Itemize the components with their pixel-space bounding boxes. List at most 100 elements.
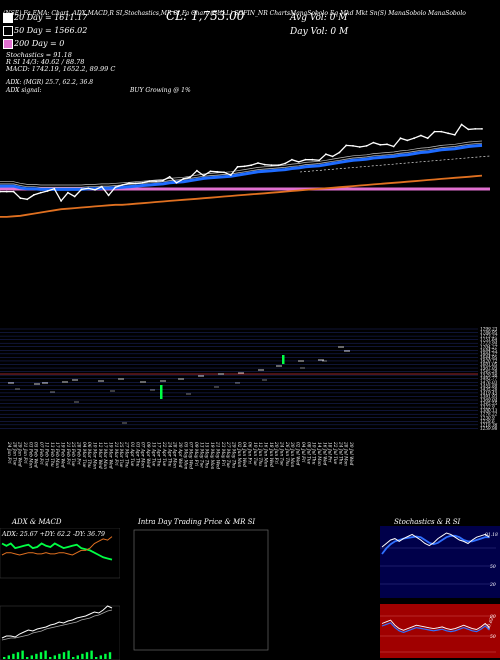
macd-histogram-bar <box>81 653 84 659</box>
stoch-k-line <box>381 532 490 548</box>
date-label: 26 Jun Thu <box>284 441 289 466</box>
price-point <box>243 165 246 168</box>
profile-price-tick: 1322.9 <box>480 405 495 410</box>
date-label: 17 Mar Mon <box>102 442 107 469</box>
price-point <box>168 175 171 178</box>
adx-signal-value: BUY Growing @ 1% <box>130 87 191 94</box>
date-label: 15 May Thu <box>204 442 209 468</box>
price-point <box>399 137 402 140</box>
date-label: 12 Mar Wed <box>97 442 102 469</box>
date-label: 05 Feb Wed <box>33 442 38 468</box>
stoch-rsi-title: Stochastics & R SI <box>394 518 461 526</box>
price-point <box>175 181 178 184</box>
profile-price-tick: 1567.05 <box>480 366 498 371</box>
profile-price-tick: 1345.55 <box>480 401 498 406</box>
ema200-legend-swatch <box>3 39 13 49</box>
profile-price-tick: 1704.27 <box>480 344 498 349</box>
price-point <box>257 162 259 164</box>
price-point <box>325 153 327 156</box>
price-point <box>426 137 429 140</box>
price-point <box>277 164 280 167</box>
price-point <box>141 181 144 184</box>
price-point <box>420 134 422 137</box>
macd-histogram-bar <box>90 650 93 659</box>
price-point <box>107 194 110 197</box>
profile-price-tick: 1601.05 <box>480 362 498 367</box>
date-label: 04 Mar Tue <box>81 442 86 468</box>
ema-orange-line <box>0 174 483 218</box>
date-label: 01 Apr Tue <box>129 442 134 467</box>
adx-minus-di-line <box>1 536 113 556</box>
date-label: 30 Apr Wed <box>177 442 182 468</box>
date-label: 03 Feb Mon <box>27 442 32 468</box>
header-ticker-line: (NSE) Fa EMA: Chart, ADX,MACD,R SI,Stoch… <box>3 10 466 17</box>
profile-price-tick: 1545.28 <box>480 369 498 374</box>
date-label: 17 Feb Mon <box>54 442 59 468</box>
stoch-rsi-panel: 91.18 50 20 80 50 40.62 <box>380 526 500 658</box>
price-point <box>94 189 96 191</box>
price-point <box>196 169 198 172</box>
price-point <box>338 151 341 154</box>
day-volume: Day Vol: 0 M <box>290 27 349 37</box>
avg-volume: Avg Vol: 0 M <box>290 13 348 23</box>
profile-price-tick: 1391.93 <box>480 394 498 399</box>
date-label: 02 Jun Mon <box>236 442 241 467</box>
date-label: 23 May Fri <box>220 441 225 467</box>
price-point <box>440 130 443 133</box>
profile-price-tick: 1620.72 <box>480 358 498 363</box>
adx-macd-panel: ADX: 25.67 +DY: 62.2 -DY: 36.79 <box>0 528 120 660</box>
intraday-frame <box>133 529 269 651</box>
macd-histogram-bar <box>104 653 107 659</box>
date-label: 09 Apr Wed <box>145 442 150 468</box>
price-point <box>39 191 42 194</box>
macd-histogram-bar <box>44 650 47 659</box>
profile-price-tick: 1751.64 <box>480 337 498 342</box>
ema-gray-line-2 <box>0 142 483 188</box>
date-label: 30 Jul Wed <box>348 442 353 466</box>
price-point <box>87 187 90 190</box>
profile-price-tick: 1259.98 <box>480 426 498 430</box>
profile-green-candle <box>282 355 285 364</box>
profile-price-tick: 1369.04 <box>480 398 498 403</box>
date-label: 14 Jul Mon <box>316 442 321 466</box>
macd-signal-line <box>1 609 113 641</box>
date-label: 28 Apr Mon <box>172 441 177 468</box>
intraday-panel <box>133 529 269 651</box>
date-label: 25 Feb Tue <box>70 441 75 467</box>
date-label: 04 Jul Fri <box>300 442 305 463</box>
macd-readout: MACD: 1742.19, 1652.2, 89.99 C <box>6 65 116 73</box>
date-label: 10 Jul Thu <box>311 442 316 465</box>
macd-histogram-bar <box>12 653 15 659</box>
price-point <box>345 144 348 147</box>
macd-histogram-bar <box>67 650 70 659</box>
price-point <box>189 176 192 179</box>
price-point <box>379 143 382 146</box>
macd-histogram-bar <box>85 652 89 659</box>
macd-histogram-bar <box>99 655 102 659</box>
price-point <box>386 143 388 146</box>
stoch-value-tick: 91.18 <box>485 532 498 538</box>
macd-histogram-bar <box>62 652 66 659</box>
date-label: 09 May Fri <box>193 442 198 467</box>
date-label: 07 Apr Mon <box>140 442 145 468</box>
price-point <box>162 179 164 182</box>
price-point <box>114 186 117 189</box>
price-point <box>365 145 368 147</box>
adx-plus-di-line <box>1 542 113 561</box>
price-point <box>236 165 239 168</box>
date-label: 25 Mar Tue <box>118 441 123 468</box>
price-point <box>53 187 56 190</box>
stoch-50-tick: 50 <box>490 564 496 570</box>
price-point <box>284 162 286 165</box>
date-label: 30 Jun Mon <box>289 442 294 467</box>
date-label: 21 Feb Fri <box>65 441 70 465</box>
price-point <box>5 190 8 193</box>
price-point <box>26 198 29 201</box>
price-point <box>33 194 35 196</box>
price-point <box>291 158 293 161</box>
date-label: 28 Jul Mon <box>343 441 348 466</box>
macd-histogram-bar <box>39 652 43 659</box>
date-label: 22 Jul Tue <box>332 441 337 465</box>
price-point <box>467 128 470 131</box>
date-label: 21 May Wed <box>214 441 219 469</box>
